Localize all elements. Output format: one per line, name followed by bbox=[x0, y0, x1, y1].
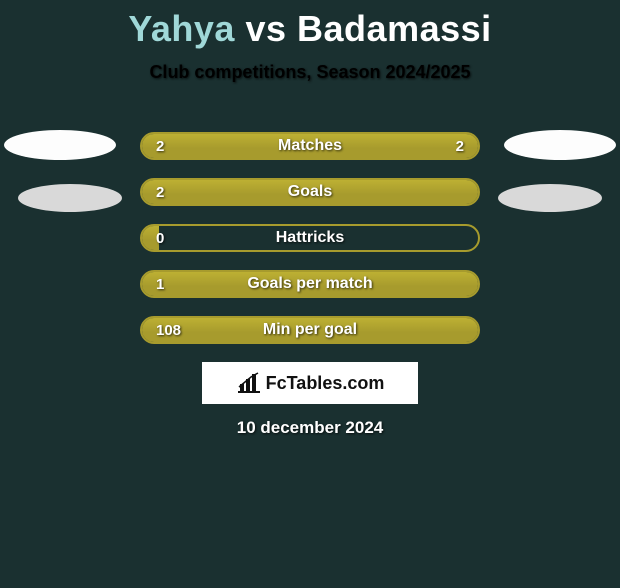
decor-ellipse-right-2 bbox=[498, 184, 602, 212]
watermark-text: FcTables.com bbox=[266, 373, 385, 394]
vs-separator: vs bbox=[245, 8, 286, 49]
stat-label: Goals bbox=[142, 183, 478, 201]
watermark: FcTables.com bbox=[202, 362, 418, 404]
stat-value-b: 2 bbox=[456, 138, 464, 155]
stat-row: 2Goals bbox=[140, 178, 480, 206]
decor-ellipse-right-1 bbox=[504, 130, 616, 160]
player-b-name: Badamassi bbox=[297, 8, 492, 49]
bar-chart-icon bbox=[236, 372, 262, 394]
subtitle: Club competitions, Season 2024/2025 bbox=[0, 62, 620, 83]
decor-ellipse-left-1 bbox=[4, 130, 116, 160]
decor-ellipse-left-2 bbox=[18, 184, 122, 212]
stat-row: 0Hattricks bbox=[140, 224, 480, 252]
stat-label: Hattricks bbox=[142, 229, 478, 247]
footer-date: 10 december 2024 bbox=[0, 418, 620, 438]
page-title: Yahya vs Badamassi bbox=[0, 8, 620, 50]
stat-row: 108Min per goal bbox=[140, 316, 480, 344]
player-a-name: Yahya bbox=[128, 8, 235, 49]
stat-row: 2Matches2 bbox=[140, 132, 480, 160]
stats-bars: 2Matches22Goals0Hattricks1Goals per matc… bbox=[140, 132, 480, 362]
stat-label: Min per goal bbox=[142, 321, 478, 339]
stat-row: 1Goals per match bbox=[140, 270, 480, 298]
stat-label: Matches bbox=[142, 137, 478, 155]
stat-label: Goals per match bbox=[142, 275, 478, 293]
